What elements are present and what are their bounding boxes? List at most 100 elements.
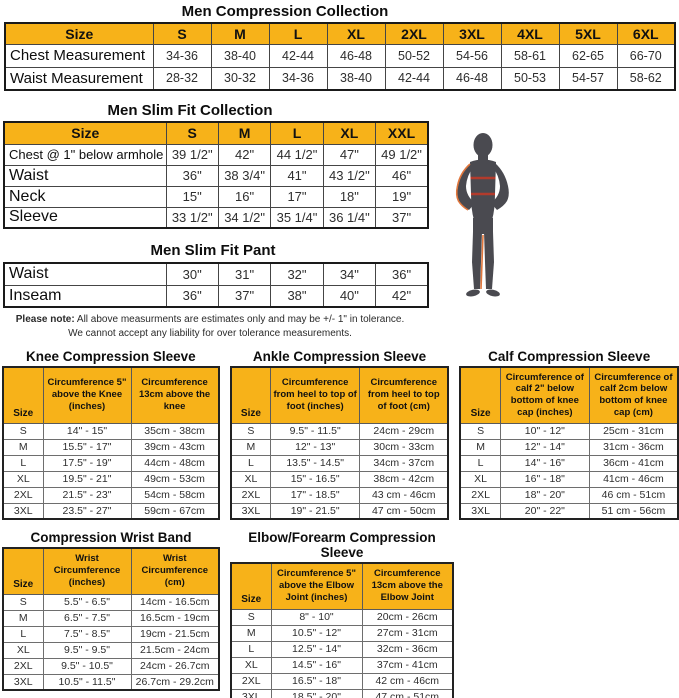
value-cell: 40" — [322, 284, 377, 308]
elbow-sleeve-title: Elbow/Forearm Compression Sleeve — [248, 530, 436, 560]
value-cell: 39 1/2" — [165, 143, 219, 166]
sleeve-inseam-measurement-lines — [455, 163, 484, 290]
value-cell: 34-36 — [152, 43, 212, 68]
table-row: M 12" - 14" 31cm - 36cm — [459, 438, 679, 456]
header-row: Size Circumference of calf 2" below botto… — [459, 366, 679, 424]
value-cell: 30-32 — [210, 66, 270, 91]
value-cell: 14" - 15" — [42, 422, 132, 440]
column-header: XXL — [375, 121, 429, 145]
row-label-cell: S — [2, 422, 44, 440]
value-cell: 51 cm - 56cm — [588, 502, 679, 520]
table-row: XL 14.5" - 16" 37cm - 41cm — [230, 656, 454, 674]
section-title-slim-fit-collection: Men Slim Fit Collection — [107, 102, 273, 119]
table-row: S 9.5" - 11.5" 24cm - 29cm — [230, 422, 449, 440]
note-text: All above measurments are estimates only… — [76, 314, 405, 325]
row-label-cell: Waist — [3, 164, 167, 187]
table-row: XL 19.5" - 21" 49cm - 53cm — [2, 470, 220, 488]
row-label-cell: Waist — [3, 262, 167, 286]
value-cell: 15" - 16.5" — [270, 470, 361, 488]
value-cell: 16" — [217, 185, 272, 208]
table-row: 3XL 20" - 22" 51 cm - 56cm — [459, 502, 679, 520]
value-cell: 13.5" - 14.5" — [270, 454, 361, 472]
column-header: Circumference 13cm above the Elbow Joint — [361, 562, 454, 610]
value-cell: 58-61 — [500, 43, 560, 68]
value-cell: 20" - 22" — [499, 502, 590, 520]
table-row: 3XL 18.5" - 20" 47 cm - 51cm — [230, 688, 454, 698]
column-header: XL — [322, 121, 377, 145]
value-cell: 9.5" - 10.5" — [42, 657, 132, 675]
table-row: Sleeve 33 1/2" 34 1/2" 35 1/4" 36 1/4" 37" — [3, 206, 429, 229]
value-cell: 31" — [217, 262, 272, 286]
value-cell: 18" — [322, 185, 377, 208]
men-slim-fit-collection-table: Size S M L XL XXL Chest @ 1" below armhole 39 … — [3, 121, 429, 229]
value-cell: 10.5" - 12" — [270, 624, 363, 642]
man-silhouette-icon — [455, 133, 509, 297]
elbow-sleeve-section: Elbow/Forearm Compression Sleeve Size Cir… — [230, 530, 454, 698]
value-cell: 37cm - 41cm — [361, 656, 454, 674]
table-row: L 17.5" - 19" 44cm - 48cm — [2, 454, 220, 472]
table-row: M 10.5" - 12" 27cm - 31cm — [230, 624, 454, 642]
value-cell: 16.5cm - 19cm — [130, 609, 220, 627]
note-text-2: We cannot accept any liability for over … — [68, 327, 352, 339]
value-cell: 54cm - 58cm — [130, 486, 220, 504]
value-cell: 49 1/2" — [375, 143, 429, 166]
row-label-cell: S — [230, 608, 272, 626]
calf-compression-sleeve-table: Size Circumference of calf 2" below botto… — [459, 366, 679, 520]
value-cell: 21.5cm - 24cm — [130, 641, 220, 659]
value-cell: 12" - 13" — [270, 438, 361, 456]
row-label-cell: XL — [230, 470, 272, 488]
value-cell: 47 cm - 50cm — [359, 502, 449, 520]
column-header: 3XL — [442, 22, 502, 45]
table-row: M 12" - 13" 30cm - 33cm — [230, 438, 449, 456]
column-header: 4XL — [500, 22, 560, 45]
row-label-cell: XL — [2, 641, 44, 659]
value-cell: 62-65 — [558, 43, 618, 68]
value-cell: 43 cm - 46cm — [359, 486, 449, 504]
value-cell: 38-40 — [326, 66, 386, 91]
chest-waist-measurement-lines — [470, 176, 496, 196]
table-row: S 10" - 12" 25cm - 31cm — [459, 422, 679, 440]
value-cell: 34cm - 37cm — [359, 454, 449, 472]
row-label-cell: M — [2, 438, 44, 456]
column-header: 2XL — [384, 22, 444, 45]
compression-wrist-band-table: Size Wrist Circumference (inches) Wrist Ci… — [2, 547, 220, 691]
value-cell: 34" — [322, 262, 377, 286]
ankle-sleeve-title: Ankle Compression Sleeve — [252, 349, 427, 364]
knee-sleeve-section: Knee Compression Sleeve Size Circumferenc… — [2, 349, 220, 520]
value-cell: 46" — [375, 164, 429, 187]
value-cell: 46-48 — [326, 43, 386, 68]
value-cell: 34-36 — [268, 66, 328, 91]
column-header: M — [210, 22, 270, 45]
value-cell: 50-52 — [384, 43, 444, 68]
table-row: XL 15" - 16.5" 38cm - 42cm — [230, 470, 449, 488]
value-cell: 16.5" - 18" — [270, 672, 363, 690]
men-slim-fit-pant-table: Waist 30" 31" 32" 34" 36" Inseam 36" 37" 38" 40" 42… — [3, 262, 429, 308]
value-cell: 39cm - 43cm — [130, 438, 220, 456]
section-title-compression-collection: Men Compression Collection — [181, 3, 389, 20]
column-header: Wrist Circumference (inches) — [42, 547, 132, 595]
header-row: Size Circumference from heel to top of fo… — [230, 366, 449, 424]
value-cell: 47 cm - 51cm — [361, 688, 454, 698]
row-label-cell: S — [2, 593, 44, 611]
column-header: XL — [326, 22, 386, 45]
value-cell: 33 1/2" — [165, 206, 219, 229]
row-label-cell: M — [230, 624, 272, 642]
row-label-cell: M — [230, 438, 272, 456]
row-label-cell: S — [459, 422, 501, 440]
value-cell: 19cm - 21.5cm — [130, 625, 220, 643]
value-cell: 14" - 16" — [499, 454, 590, 472]
value-cell: 58-62 — [616, 66, 676, 91]
value-cell: 18" - 20" — [499, 486, 590, 504]
value-cell: 46 cm - 51cm — [588, 486, 679, 504]
row-label-cell: M — [459, 438, 501, 456]
column-header: S — [165, 121, 219, 145]
table-row: L 13.5" - 14.5" 34cm - 37cm — [230, 454, 449, 472]
table-row: 3XL 10.5" - 11.5" 26.7cm - 29.2cm — [2, 673, 220, 691]
value-cell: 32cm - 36cm — [361, 640, 454, 658]
column-header: Size — [2, 547, 44, 595]
row-label-cell: 2XL — [459, 486, 501, 504]
row-label-cell: L — [2, 625, 44, 643]
column-header: Size — [459, 366, 501, 424]
value-cell: 32" — [270, 262, 324, 286]
value-cell: 10" - 12" — [499, 422, 590, 440]
